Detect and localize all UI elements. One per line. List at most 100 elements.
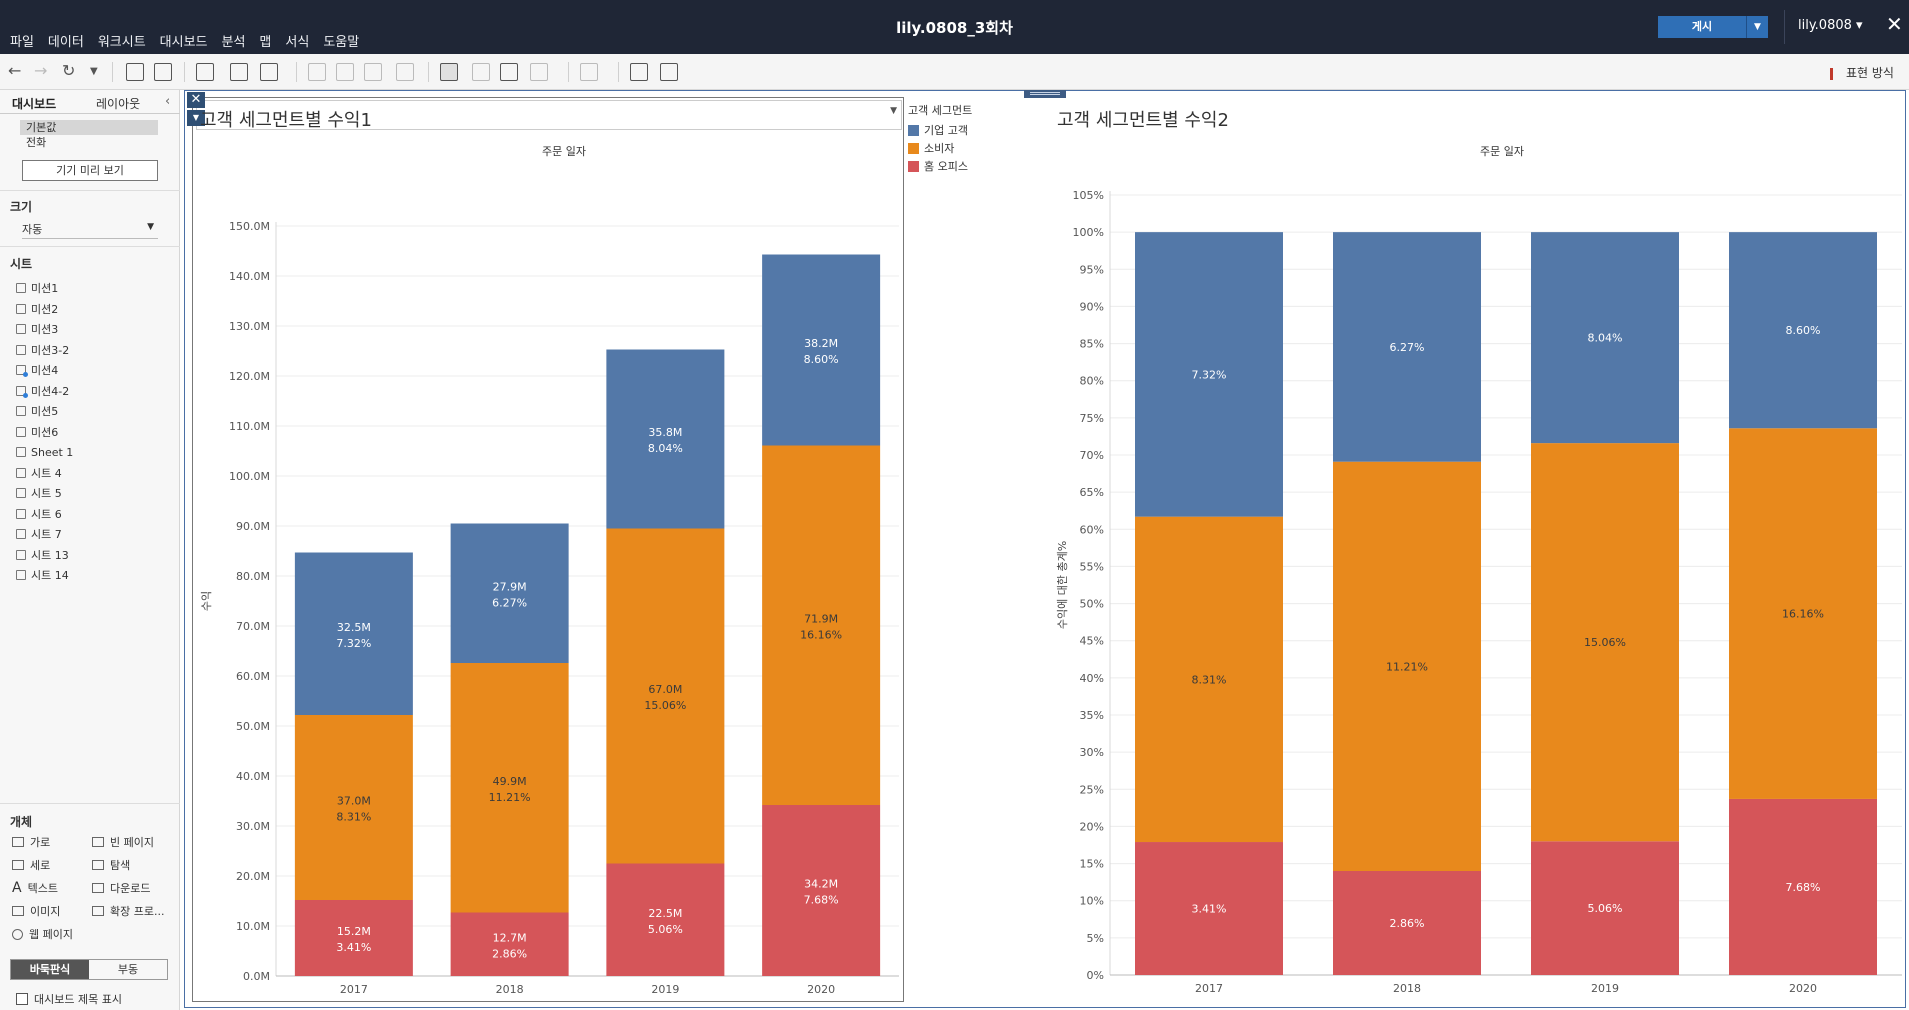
bar-segment[interactable] — [1333, 232, 1481, 462]
legend-item[interactable]: 기업 고객 — [908, 121, 972, 139]
tiled-option[interactable]: 바둑판식 — [11, 960, 89, 979]
menu-dashboard[interactable]: 대시보드 — [159, 35, 208, 50]
swap-icon[interactable] — [308, 63, 326, 81]
object-navigation[interactable]: 탐색 — [92, 857, 130, 873]
download-icon[interactable] — [630, 63, 648, 81]
bar-segment[interactable] — [450, 663, 569, 913]
bar-segment[interactable] — [450, 523, 569, 664]
undo-icon[interactable]: ← — [8, 61, 22, 80]
object-extension[interactable]: 확장 프로... — [92, 903, 164, 919]
remove-sheet-icon[interactable]: ✕ — [187, 92, 205, 108]
menu-map[interactable]: 맵 — [259, 35, 272, 50]
publish-button[interactable]: 게시 — [1658, 16, 1746, 38]
bar-segment[interactable] — [1135, 842, 1283, 975]
floating-option[interactable]: 부동 — [117, 963, 139, 976]
menu-format[interactable]: 서식 — [285, 35, 310, 50]
sort-descending-icon[interactable] — [364, 63, 382, 81]
bar-segment[interactable] — [294, 900, 413, 976]
sheet-item[interactable]: 미션4 — [16, 360, 73, 381]
sheet-item[interactable]: 시트 13 — [16, 545, 73, 566]
chevron-down-icon[interactable]: ▼ — [890, 106, 897, 116]
presentation-mode-icon[interactable] — [660, 63, 678, 81]
new-datasource-icon[interactable] — [126, 63, 144, 81]
totals-icon[interactable] — [396, 63, 414, 81]
device-phone[interactable]: 전화 — [26, 136, 47, 149]
clear-sheet-icon[interactable] — [260, 63, 278, 81]
bar-segment[interactable] — [450, 912, 569, 977]
menu-help[interactable]: 도움말 — [323, 35, 360, 50]
bar-segment[interactable] — [1531, 232, 1679, 444]
show-me-icon[interactable] — [580, 63, 598, 81]
bar-segment[interactable] — [1135, 516, 1283, 843]
sheet-item[interactable]: 미션6 — [16, 422, 73, 443]
bar-segment[interactable] — [606, 528, 725, 864]
annotate-icon[interactable] — [500, 63, 518, 81]
replay-icon[interactable]: ↻ — [62, 61, 76, 80]
sheet-item[interactable]: 시트 6 — [16, 504, 73, 525]
device-default[interactable]: 기본값 — [20, 120, 158, 135]
sheet-item[interactable]: 미션5 — [16, 401, 73, 422]
publish-dropdown-icon[interactable]: ▼ — [1746, 16, 1768, 38]
bar-segment[interactable] — [1531, 841, 1679, 975]
sheet-menu-icon[interactable]: ▼ — [187, 110, 205, 126]
object-horizontal[interactable]: 가로 — [12, 834, 50, 850]
bar-segment[interactable] — [1333, 871, 1481, 975]
object-web-page[interactable]: 웹 페이지 — [12, 926, 73, 942]
sheet-item[interactable]: 미션3 — [16, 319, 73, 340]
replay-dropdown-icon[interactable]: ▼ — [90, 66, 98, 77]
bar-segment[interactable] — [1531, 443, 1679, 842]
show-dashboard-title-checkbox[interactable]: 대시보드 제목 표시 — [16, 991, 122, 1007]
menu-data[interactable]: 데이터 — [47, 35, 84, 50]
sheet-item[interactable]: 시트 5 — [16, 483, 73, 504]
selected-sheet-frame[interactable] — [192, 97, 904, 1002]
bar-segment[interactable] — [294, 715, 413, 900]
legend-swatch — [908, 142, 919, 154]
bar-segment[interactable] — [1333, 461, 1481, 871]
size-dropdown[interactable]: 자동 ▼ — [22, 221, 158, 239]
pause-updates-icon[interactable] — [154, 63, 172, 81]
object-download[interactable]: 다운로드 — [92, 880, 150, 896]
collapse-panel-icon[interactable]: ‹ — [165, 94, 171, 109]
device-preview-button[interactable]: 기기 미리 보기 — [22, 160, 158, 181]
redo-icon[interactable]: → — [34, 61, 48, 80]
bar-segment[interactable] — [606, 863, 725, 977]
object-vertical[interactable]: 세로 — [12, 857, 50, 873]
sheet-item[interactable]: 미션4-2 — [16, 381, 73, 402]
bar-segment[interactable] — [1135, 232, 1283, 517]
new-sheet-icon[interactable] — [196, 63, 214, 81]
menu-analysis[interactable]: 분석 — [221, 35, 246, 50]
close-icon[interactable]: ✕ — [1886, 12, 1903, 36]
sheet-item[interactable]: 시트 7 — [16, 524, 73, 545]
tab-dashboard[interactable]: 대시보드 — [12, 97, 57, 111]
bar-segment[interactable] — [762, 254, 881, 446]
menu-file[interactable]: 파일 — [10, 35, 34, 50]
object-image[interactable]: 이미지 — [12, 903, 60, 919]
bar-segment[interactable] — [1729, 428, 1877, 799]
bar-segment[interactable] — [762, 445, 881, 806]
sheet-item[interactable]: Sheet 1 — [16, 442, 73, 463]
sheet-item[interactable]: 시트 14 — [16, 565, 73, 586]
sheet-item[interactable]: 미션2 — [16, 299, 73, 320]
duplicate-sheet-icon[interactable] — [230, 63, 248, 81]
menu-worksheet[interactable]: 워크시트 — [97, 35, 146, 50]
bar-segment[interactable] — [1729, 232, 1877, 429]
sheet-item[interactable]: 미션1 — [16, 278, 73, 299]
bar-segment[interactable] — [606, 349, 725, 529]
move-handle-icon[interactable] — [1024, 90, 1066, 98]
legend-item[interactable]: 홈 오피스 — [908, 157, 972, 175]
bar-segment[interactable] — [294, 552, 413, 716]
sheet-item[interactable]: 시트 4 — [16, 463, 73, 484]
fit-icon[interactable] — [530, 63, 548, 81]
bar-segment[interactable] — [762, 805, 881, 976]
user-menu[interactable]: lily.0808 ▾ — [1798, 18, 1863, 33]
object-blank[interactable]: 빈 페이지 — [92, 834, 154, 850]
highlight-icon[interactable] — [440, 63, 458, 81]
legend-item[interactable]: 소비자 — [908, 139, 972, 157]
object-text[interactable]: A 텍스트 — [12, 880, 58, 896]
labels-icon[interactable] — [472, 63, 490, 81]
sort-ascending-icon[interactable] — [336, 63, 354, 81]
tab-layout[interactable]: 레이아웃 — [96, 97, 141, 111]
bar-segment[interactable] — [1729, 798, 1877, 975]
presentation-button[interactable]: 표현 방식 — [1830, 64, 1894, 81]
sheet-item[interactable]: 미션3-2 — [16, 340, 73, 361]
